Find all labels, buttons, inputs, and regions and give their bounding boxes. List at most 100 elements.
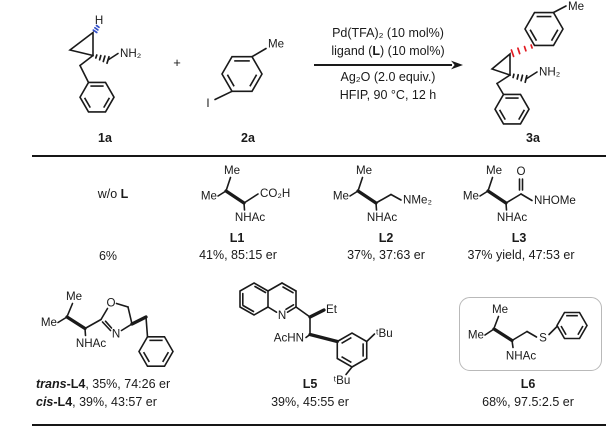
bonds xyxy=(484,315,558,349)
l4-trans-rest: , 35%, 74:26 er xyxy=(85,377,171,391)
structure-3a: Me NH₂ xyxy=(490,0,584,126)
l4-trans-prefix: trans xyxy=(36,377,67,391)
control-label-ligand: L xyxy=(120,187,129,201)
plus-sign: + xyxy=(173,55,181,70)
structure-l1: Me Me CO₂H NHAc xyxy=(201,164,290,224)
ligand-id-l1: L1 xyxy=(229,231,245,245)
benzene-ring xyxy=(78,81,116,114)
atom-label-tbu-bottom: ᵗBu xyxy=(334,374,351,387)
quinoline-bonds xyxy=(239,282,297,316)
atom-label-me-left: Me xyxy=(41,316,57,329)
condition-line-1: Pd(TFA)₂ (10 mol%) xyxy=(332,26,444,40)
benzene-ring xyxy=(137,335,175,368)
structure-l5: N Et AcHN ᵗBu ᵗBu xyxy=(239,282,393,387)
ligand-result-l3: 37% yield, 47:53 er xyxy=(467,248,575,262)
condition-line-2-post: ) (10 mol%) xyxy=(380,44,445,58)
condition-line-2: ligand (L) (10 mol%) xyxy=(308,44,468,58)
bonds xyxy=(490,5,567,96)
atom-label-me-top: Me xyxy=(224,164,240,177)
condition-line-2-ligand: L xyxy=(372,44,381,58)
control-yield: 6% xyxy=(98,249,118,263)
ligand-id-l5: L5 xyxy=(302,377,318,391)
condition-line-2-pre: ligand ( xyxy=(331,44,373,58)
atom-label-tbu-top: ᵗBu xyxy=(376,327,393,340)
benzene-ring xyxy=(335,331,369,369)
l4-cis-prefix: cis xyxy=(36,395,54,409)
l4-trans-name: -L4 xyxy=(66,377,86,391)
atom-label-nh2: NH₂ xyxy=(120,47,141,60)
control-entry: w/o L xyxy=(98,187,129,202)
atom-label-n: N xyxy=(112,328,120,341)
bonds xyxy=(295,306,376,376)
benzene-ring xyxy=(493,93,531,126)
benzene-ring xyxy=(523,11,565,47)
bonds xyxy=(217,176,259,211)
atom-label-me: Me xyxy=(268,38,284,51)
atom-label-me-top: Me xyxy=(356,164,372,177)
ligand-result-l2: 37%, 37:63 er xyxy=(347,248,425,262)
structure-l3: Me O Me NHOMe NHAc xyxy=(463,164,576,224)
atom-label-me-top: Me xyxy=(486,164,502,177)
atom-label-s: S xyxy=(539,332,547,345)
atom-label-me-left: Me xyxy=(333,190,349,203)
atom-label-h: H xyxy=(95,14,103,27)
ligand-result-l4-trans: trans-L4, 35%, 74:26 er xyxy=(36,377,170,392)
atom-label-achn: AcHN xyxy=(274,332,304,345)
atom-label-me: Me xyxy=(568,0,584,13)
atom-label-nhac: NHAc xyxy=(76,337,106,350)
atom-label-nme2: NMe₂ xyxy=(403,194,432,207)
bonds xyxy=(349,176,402,211)
atom-label-o: O xyxy=(106,297,115,310)
atom-label-me-top: Me xyxy=(492,303,508,316)
control-label-pre: w/o xyxy=(97,187,121,201)
atom-label-me-left: Me xyxy=(468,329,484,342)
atom-label-et: Et xyxy=(326,303,338,316)
atom-label-co2h: CO₂H xyxy=(260,187,290,200)
ligand-result-l4-cis: cis-L4, 39%, 43:57 er xyxy=(36,395,157,410)
structure-2a: I Me xyxy=(206,38,284,111)
bonds xyxy=(57,302,149,338)
atom-label-nhome: NHOMe xyxy=(534,194,576,207)
structure-l4: Me Me O N NHAc xyxy=(41,290,175,368)
compound-label-3a: 3a xyxy=(526,131,540,145)
condition-line-3: Ag₂O (2.0 equiv.) xyxy=(340,70,436,84)
stereo-hash-bond xyxy=(512,73,528,84)
ligand-id-l6: L6 xyxy=(520,377,536,391)
benzene-ring xyxy=(220,55,264,93)
l4-cis-rest: , 39%, 43:57 er xyxy=(72,395,157,409)
compound-label-2a: 2a xyxy=(241,131,255,145)
atom-label-nh2: NH₂ xyxy=(539,66,560,79)
atom-label-me-left: Me xyxy=(201,190,217,203)
structure-l6: Me Me S NHAc xyxy=(468,303,589,363)
benzene-ring xyxy=(555,311,589,340)
reaction-arrow xyxy=(314,60,463,70)
bonds xyxy=(214,47,267,101)
atom-label-nhac: NHAc xyxy=(367,211,397,224)
atom-label-nhac: NHAc xyxy=(235,211,265,224)
atom-label-iodine: I xyxy=(206,97,209,110)
atom-label-o: O xyxy=(516,165,525,178)
ligand-result-l1: 41%, 85:15 er xyxy=(199,248,277,262)
atom-label-me-left: Me xyxy=(463,190,479,203)
divider-top xyxy=(32,155,606,157)
l4-cis-name: -L4 xyxy=(53,395,73,409)
bonds xyxy=(479,176,533,211)
atom-label-nhac: NHAc xyxy=(506,350,536,363)
condition-line-4: HFIP, 90 °C, 12 h xyxy=(339,88,437,102)
structure-1a: H NH₂ xyxy=(68,14,141,114)
structure-l2: Me Me NMe₂ NHAc xyxy=(333,164,432,224)
atom-label-n: N xyxy=(278,309,286,322)
ligand-result-l5: 39%, 45:55 er xyxy=(271,395,349,409)
stereo-hash-bond-red xyxy=(510,44,533,58)
stereo-hash-bond-blue xyxy=(92,24,100,34)
atom-label-me-top: Me xyxy=(66,290,82,303)
compound-label-1a: 1a xyxy=(98,131,112,145)
divider-bottom xyxy=(32,424,606,426)
atom-label-nhac: NHAc xyxy=(497,211,527,224)
ligand-id-l2: L2 xyxy=(378,231,394,245)
bonds xyxy=(68,30,119,84)
stereo-hash-bond xyxy=(94,54,110,65)
ligand-result-l6: 68%, 97.5:2.5 er xyxy=(482,395,574,409)
ligand-id-l3: L3 xyxy=(511,231,527,245)
